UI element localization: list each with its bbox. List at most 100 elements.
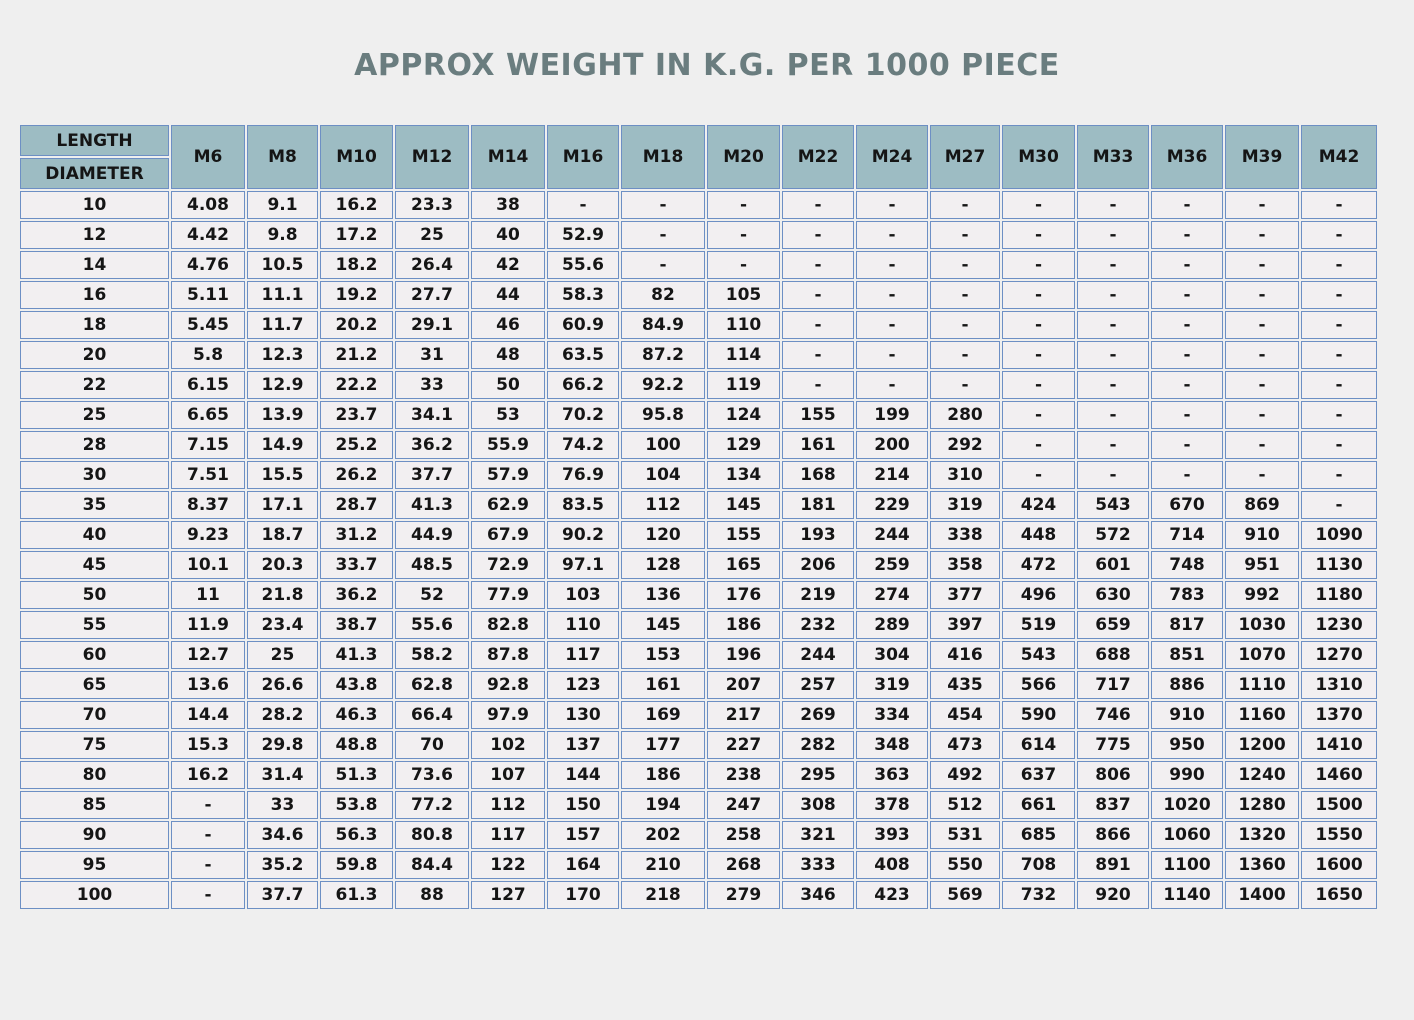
weight-cell: 55.9 <box>471 431 545 459</box>
weight-cell: 199 <box>856 401 928 429</box>
weight-cell: 14.4 <box>171 701 245 729</box>
table-row: 75 15.3 29.8 48.8 70 102 137 177 227 282 348 473 614… <box>20 731 1377 759</box>
weight-cell: 292 <box>930 431 1000 459</box>
table-body: 10 4.08 9.1 16.2 23.3 38- - - - - - - - - - -12 4.42 9.8 1… <box>20 191 1377 909</box>
weight-cell: 37.7 <box>247 881 318 909</box>
weight-cell: 4.08 <box>171 191 245 219</box>
weight-cell: 66.2 <box>547 371 619 399</box>
weight-cell: 1410 <box>1301 731 1377 759</box>
weight-cell: 5.11 <box>171 281 245 309</box>
weight-cell: - <box>930 221 1000 249</box>
weight-cell: 87.2 <box>621 341 705 369</box>
weight-cell: 397 <box>930 611 1000 639</box>
table-row: 65 13.6 26.6 43.8 62.8 92.8 123 161 207 257 319 435… <box>20 671 1377 699</box>
weight-cell: 95.8 <box>621 401 705 429</box>
weight-cell: 244 <box>782 641 854 669</box>
weight-cell: - <box>930 311 1000 339</box>
weight-cell: 23.7 <box>320 401 393 429</box>
weight-cell: 77.9 <box>471 581 545 609</box>
weight-cell: 181 <box>782 491 854 519</box>
weight-cell: - <box>707 221 780 249</box>
table-row: 16 5.11 11.1 19.2 27.7 44 58.3 82 105- - - - - - - - <box>20 281 1377 309</box>
weight-cell: 38.7 <box>320 611 393 639</box>
column-header: M8 <box>247 125 318 189</box>
weight-cell: - <box>782 251 854 279</box>
weight-cell: 58.3 <box>547 281 619 309</box>
weight-cell: - <box>1225 401 1299 429</box>
weight-cell: 9.1 <box>247 191 318 219</box>
weight-cell: 36.2 <box>395 431 469 459</box>
weight-cell: 72.9 <box>471 551 545 579</box>
weight-cell: 107 <box>471 761 545 789</box>
weight-cell: 472 <box>1002 551 1075 579</box>
weight-cell: - <box>930 371 1000 399</box>
weight-cell: 274 <box>856 581 928 609</box>
table-row: 28 7.15 14.9 25.2 36.2 55.9 74.2 100 129 161 200 29… <box>20 431 1377 459</box>
weight-cell: 8.37 <box>171 491 245 519</box>
weight-cell: 200 <box>856 431 928 459</box>
weight-cell: 19.2 <box>320 281 393 309</box>
weight-cell: 55.6 <box>547 251 619 279</box>
weight-cell: 112 <box>471 791 545 819</box>
table-row: 14 4.76 10.5 18.2 26.4 42 55.6- - - - - - - - - - <box>20 251 1377 279</box>
weight-cell: 176 <box>707 581 780 609</box>
weight-cell: - <box>1077 221 1149 249</box>
weight-cell: 1650 <box>1301 881 1377 909</box>
weight-cell: 630 <box>1077 581 1149 609</box>
weight-cell: 41.3 <box>395 491 469 519</box>
weight-cell: 377 <box>930 581 1000 609</box>
weight-cell: 1130 <box>1301 551 1377 579</box>
row-length-label: 28 <box>20 431 169 459</box>
weight-cell: 110 <box>547 611 619 639</box>
row-length-label: 85 <box>20 791 169 819</box>
weight-cell: 18.7 <box>247 521 318 549</box>
table-row: 30 7.51 15.5 26.2 37.7 57.9 76.9 104 134 168 214 31… <box>20 461 1377 489</box>
weight-cell: 257 <box>782 671 854 699</box>
weight-cell: 851 <box>1151 641 1223 669</box>
weight-cell: 990 <box>1151 761 1223 789</box>
weight-cell: 569 <box>930 881 1000 909</box>
weight-cell: - <box>707 191 780 219</box>
weight-cell: 150 <box>547 791 619 819</box>
weight-cell: 53 <box>471 401 545 429</box>
weight-cell: 83.5 <box>547 491 619 519</box>
weight-cell: - <box>1301 371 1377 399</box>
weight-cell: - <box>1151 191 1223 219</box>
row-length-label: 65 <box>20 671 169 699</box>
weight-cell: 866 <box>1077 821 1149 849</box>
weight-cell: 1370 <box>1301 701 1377 729</box>
weight-cell: 1600 <box>1301 851 1377 879</box>
table-row: 45 10.1 20.3 33.7 48.5 72.9 97.1 128 165 206 259 35… <box>20 551 1377 579</box>
weight-cell: 1020 <box>1151 791 1223 819</box>
weight-cell: 105 <box>707 281 780 309</box>
weight-cell: 1460 <box>1301 761 1377 789</box>
table-row: 85-33 53.8 77.2 112 150 194 247 308 378 512 661 837… <box>20 791 1377 819</box>
corner-length-label: LENGTH <box>20 125 169 156</box>
weight-cell: 304 <box>856 641 928 669</box>
weight-cell: 258 <box>707 821 780 849</box>
header-row-sub: DIAMETER <box>20 158 1377 189</box>
weight-cell: 951 <box>1225 551 1299 579</box>
weight-cell: - <box>1151 461 1223 489</box>
weight-cell: 910 <box>1225 521 1299 549</box>
weight-cell: 363 <box>856 761 928 789</box>
weight-cell: 950 <box>1151 731 1223 759</box>
weight-cell: 416 <box>930 641 1000 669</box>
weight-cell: 186 <box>621 761 705 789</box>
weight-cell: 21.8 <box>247 581 318 609</box>
weight-cell: 155 <box>782 401 854 429</box>
weight-cell: 1500 <box>1301 791 1377 819</box>
weight-cell: 238 <box>707 761 780 789</box>
weight-cell: 153 <box>621 641 705 669</box>
weight-cell: 310 <box>930 461 1000 489</box>
weight-cell: 76.9 <box>547 461 619 489</box>
weight-cell: - <box>1002 431 1075 459</box>
weight-cell: 6.15 <box>171 371 245 399</box>
header-row: LENGTH M6 M8 M10 M12 M14 M16 M18 M20 M22 M24 M27 M3… <box>20 125 1377 189</box>
weight-cell: 9.8 <box>247 221 318 249</box>
table-row: 18 5.45 11.7 20.2 29.1 46 60.9 84.9 110- - - - - - - - <box>20 311 1377 339</box>
weight-cell: 63.5 <box>547 341 619 369</box>
weight-cell: 13.9 <box>247 401 318 429</box>
weight-cell: 10.5 <box>247 251 318 279</box>
weight-cell: 670 <box>1151 491 1223 519</box>
